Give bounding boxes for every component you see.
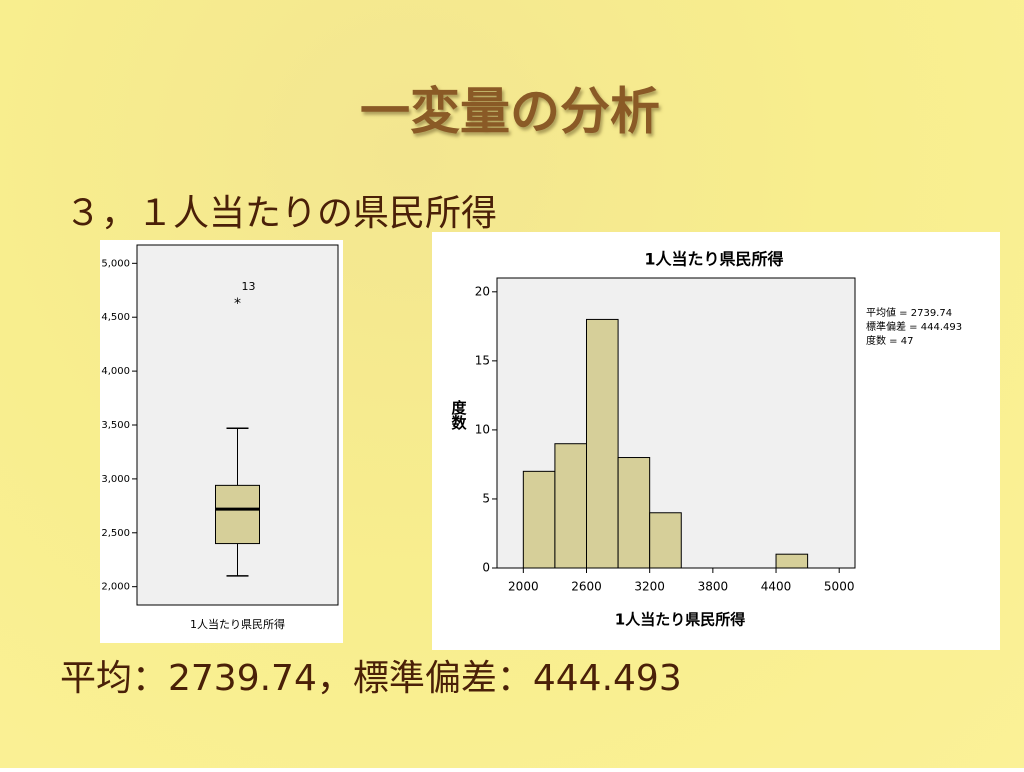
y-tick-label: 20 xyxy=(475,284,490,298)
x-tick-label: 3200 xyxy=(634,580,665,594)
x-tick-label: 5000 xyxy=(824,580,855,594)
bar xyxy=(554,443,587,569)
chart-title: 1人当たり県民所得 xyxy=(644,250,783,269)
box xyxy=(215,484,260,545)
y-tick-label: 3,500 xyxy=(101,420,130,431)
y-tick-label: 2,500 xyxy=(101,528,130,539)
bar xyxy=(586,318,619,569)
y-tick-label: 5,000 xyxy=(101,258,130,269)
y-tick-label: 15 xyxy=(475,353,490,367)
slide-title: 一変量の分析 xyxy=(360,83,660,141)
y-tick-label: 5 xyxy=(482,491,490,505)
y-tick-label: 3,000 xyxy=(101,474,130,485)
x-tick-label: 3800 xyxy=(698,580,729,594)
stat-annotation: 標準偏差 = 444.493 xyxy=(866,320,962,333)
x-tick-label: 2000 xyxy=(508,580,539,594)
outlier: * xyxy=(234,296,241,312)
footer: 平均：2739.74，標準偏差：444.493 xyxy=(60,658,682,699)
y-tick-label: 0 xyxy=(482,561,490,575)
bar xyxy=(649,512,682,569)
y-tick-label: 4,500 xyxy=(101,312,130,323)
x-axis-label: 1人当たり県民所得 xyxy=(615,611,745,629)
outlier-label: 13 xyxy=(242,280,256,293)
bar xyxy=(617,457,651,569)
x-tick-label: 4400 xyxy=(761,580,792,594)
y-axis-label: 度数 xyxy=(450,399,468,431)
y-tick-label: 10 xyxy=(475,422,490,436)
stat-annotation: 平均値 = 2739.74 xyxy=(866,306,952,319)
y-tick-label: 2,000 xyxy=(101,582,130,593)
bar xyxy=(775,553,809,569)
x-tick-label: 2600 xyxy=(571,580,602,594)
subtitle: ３，１人当たりの県民所得 xyxy=(65,193,497,234)
stat-annotation: 度数 = 47 xyxy=(866,334,913,347)
bar xyxy=(522,470,556,569)
y-tick-label: 4,000 xyxy=(101,366,130,377)
x-tick-label: 1人当たり県民所得 xyxy=(190,617,285,631)
